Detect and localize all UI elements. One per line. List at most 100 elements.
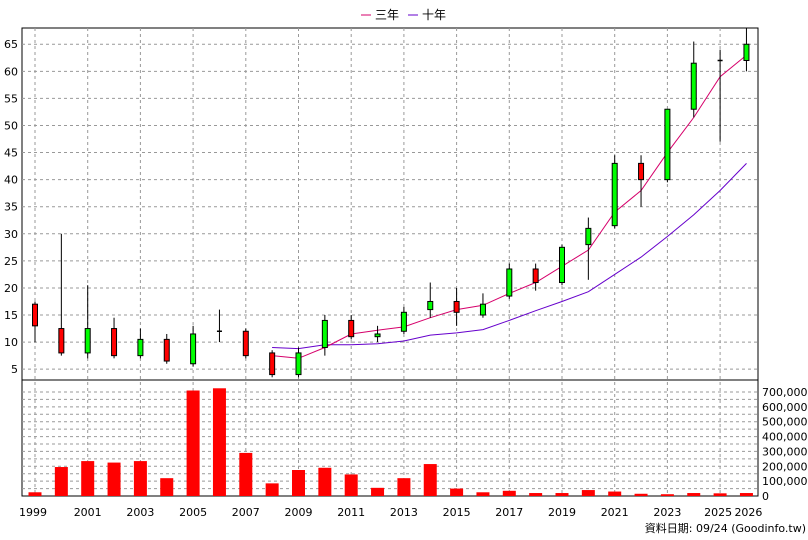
x-tick-label: 2011 <box>337 506 365 519</box>
x-tick-label: 2019 <box>548 506 576 519</box>
candle <box>559 244 565 286</box>
volume-bar <box>476 492 490 496</box>
candle-body <box>84 328 91 354</box>
x-tick-label: 2013 <box>390 506 418 519</box>
candle-body <box>374 333 381 338</box>
candle <box>400 306 407 334</box>
volume-bar <box>450 488 464 496</box>
candle-body <box>295 352 302 376</box>
candle-body <box>559 246 565 284</box>
candle <box>295 347 302 378</box>
volume-bar <box>107 462 121 496</box>
ma10-line <box>272 163 747 350</box>
price-tick-label: 55 <box>4 92 18 105</box>
volume-bars <box>28 388 753 496</box>
candle-body <box>348 319 355 338</box>
volume-bar <box>212 388 226 496</box>
x-tick-label: 2007 <box>232 506 260 519</box>
candle-body <box>506 268 513 297</box>
candle <box>348 315 355 340</box>
candle-body <box>242 330 249 357</box>
candle <box>743 28 750 72</box>
candle <box>532 263 539 291</box>
volume-tick-label: 100,000 <box>762 475 808 488</box>
candle-body <box>690 62 697 110</box>
x-tick-label: 2003 <box>126 506 154 519</box>
candle-body <box>190 333 197 365</box>
volume-bar <box>133 461 147 496</box>
price-tick-label: 65 <box>4 38 18 51</box>
candle <box>321 315 328 356</box>
volume-bar <box>397 478 411 496</box>
candle-body <box>453 300 460 313</box>
price-tick-label: 45 <box>4 147 18 160</box>
volume-bar <box>344 474 358 496</box>
x-tick-label: 2015 <box>443 506 471 519</box>
candle <box>453 287 460 326</box>
plot-frame <box>21 27 759 497</box>
candle-body <box>321 319 328 349</box>
candle-body <box>532 268 539 284</box>
volume-bar <box>502 490 516 496</box>
volume-bar <box>54 467 68 496</box>
price-axis-ticks: 5 10 15 20 25 30 35 40 45 50 55 60 65 <box>4 38 18 376</box>
grid <box>22 28 758 496</box>
volume-bar <box>371 487 385 496</box>
price-tick-label: 35 <box>4 201 18 214</box>
x-tick-label: 2026 <box>734 506 762 519</box>
candle-body <box>58 328 65 354</box>
candle-body <box>611 162 618 227</box>
candle <box>32 301 38 343</box>
candle <box>479 293 486 318</box>
candle <box>190 325 197 367</box>
volume-bar <box>660 494 674 496</box>
volume-bar <box>239 452 253 496</box>
candle <box>137 328 144 359</box>
x-tick-label: 2009 <box>285 506 313 519</box>
price-tick-label: 25 <box>4 255 18 268</box>
volume-tick-label: 200,000 <box>762 460 808 473</box>
candle-body <box>743 43 750 61</box>
volume-tick-label: 300,000 <box>762 445 808 458</box>
x-tick-label: 1999 <box>19 506 47 519</box>
volume-bar <box>292 470 305 496</box>
x-tick-label: 2017 <box>495 506 523 519</box>
price-tick-label: 60 <box>4 65 18 78</box>
candle-body <box>638 162 645 181</box>
candle <box>269 350 276 378</box>
volume-bar <box>265 483 279 496</box>
candle <box>84 285 91 359</box>
legend-ma10-label: 十年 <box>422 8 446 22</box>
price-tick-label: 20 <box>4 282 18 295</box>
volume-bar <box>423 464 437 496</box>
volume-bar <box>28 492 42 496</box>
source-note: 資料日期: 09/24 (Goodinfo.tw) <box>645 521 806 535</box>
candle <box>638 155 645 207</box>
candle <box>506 263 513 299</box>
candles <box>32 28 750 378</box>
volume-tick-label: 400,000 <box>762 431 808 444</box>
x-tick-label: 2001 <box>74 506 102 519</box>
candle <box>163 333 170 364</box>
candle-body <box>479 303 486 316</box>
volume-bar <box>634 493 648 496</box>
candle <box>216 309 222 343</box>
volume-bar <box>529 493 543 496</box>
candle <box>58 233 65 356</box>
legend-ma3-label: 三年 <box>375 8 399 22</box>
volume-bar <box>608 491 622 496</box>
price-tick-label: 50 <box>4 119 18 132</box>
candle-body <box>427 300 434 311</box>
volume-bar <box>318 467 332 496</box>
price-tick-label: 40 <box>4 174 18 187</box>
volume-tick-label: 700,000 <box>762 386 808 399</box>
candle <box>374 325 381 343</box>
volume-bar <box>81 461 95 496</box>
candle <box>585 217 592 280</box>
candle <box>111 317 118 359</box>
candle-body <box>137 338 144 357</box>
volume-bar <box>581 490 595 496</box>
candle-body <box>111 328 118 357</box>
